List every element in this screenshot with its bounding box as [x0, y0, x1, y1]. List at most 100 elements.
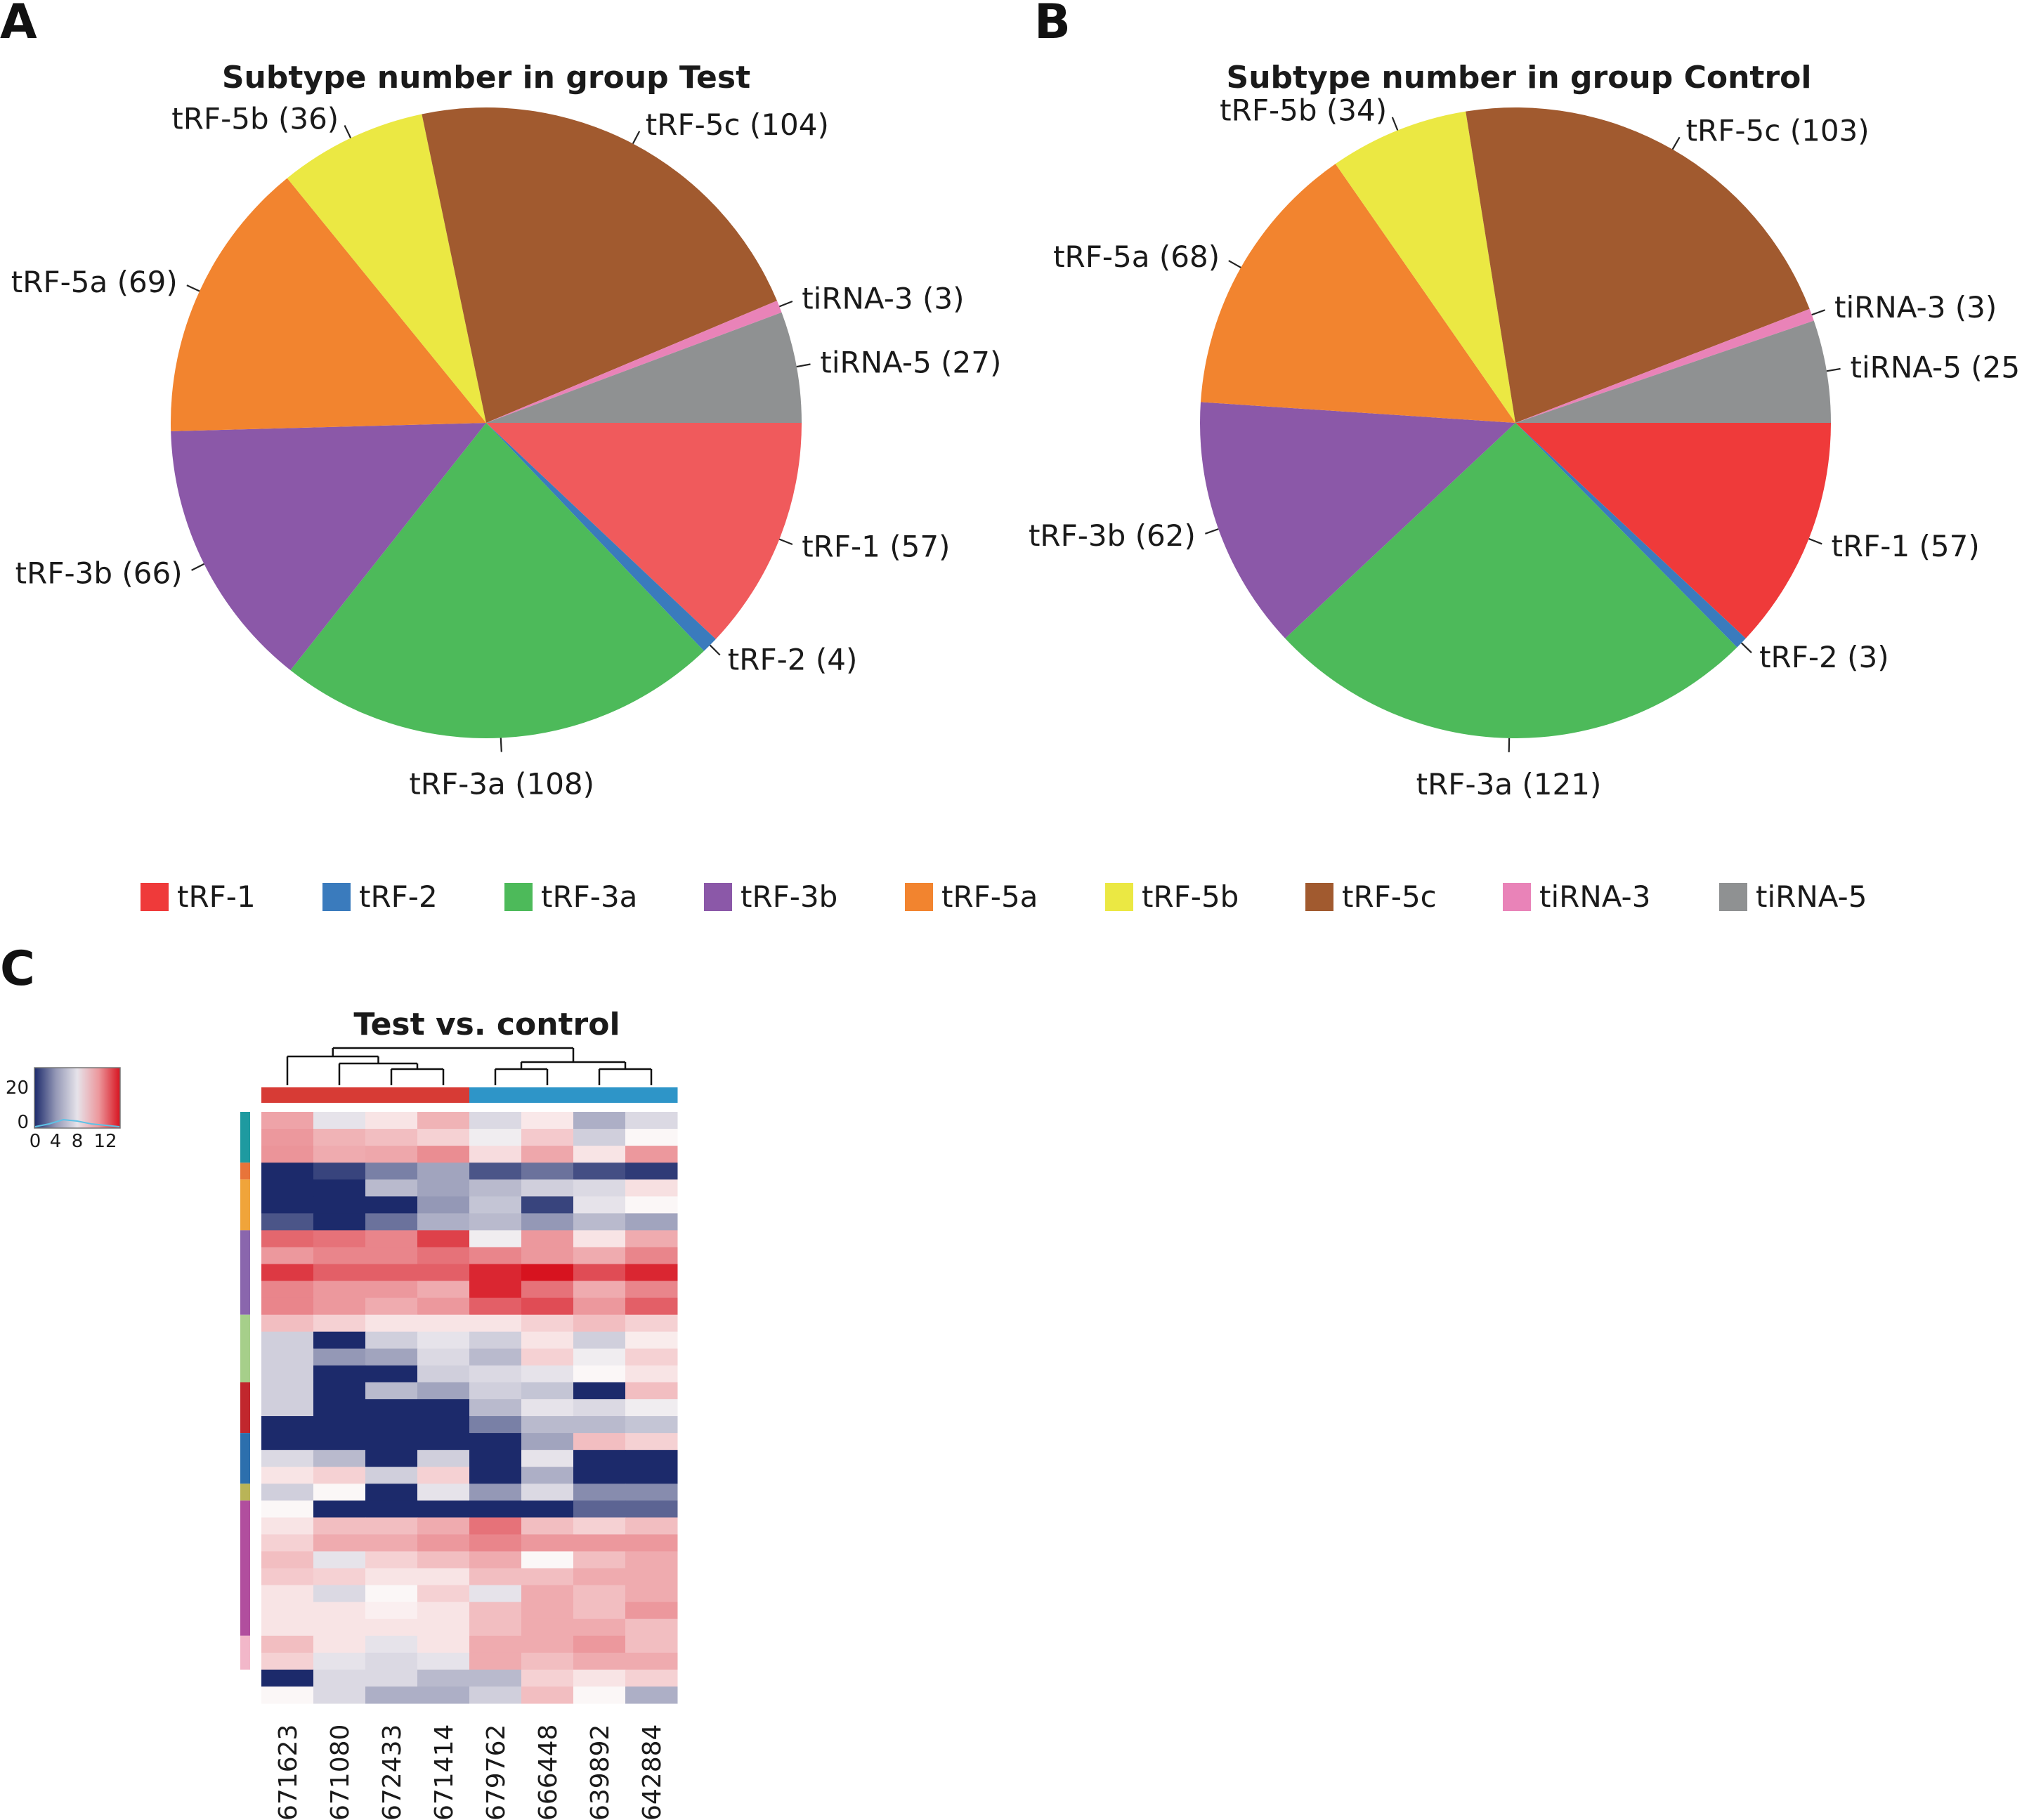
heatmap-cell	[261, 1247, 314, 1265]
heatmap-cell	[313, 1247, 366, 1265]
column-group-cell	[261, 1087, 314, 1103]
legend-label-tirna-5: tiRNA-5	[1756, 879, 1867, 914]
test-label-tirna-5: tiRNA-5 (27)	[820, 346, 1001, 380]
test-slice-trf-3a	[290, 423, 705, 739]
column-group-cell	[469, 1087, 522, 1103]
heatmap-cell	[469, 1669, 522, 1687]
heatmap-cell	[417, 1382, 470, 1400]
heatmap-cell	[313, 1433, 366, 1451]
heatmap-cell	[469, 1450, 522, 1467]
color-key-count-min: 0	[17, 1112, 29, 1133]
heatmap-cell	[521, 1163, 574, 1180]
heatmap-cell	[417, 1365, 470, 1383]
heatmap-cell	[417, 1281, 470, 1299]
color-key-tick: 0	[30, 1131, 41, 1152]
heatmap-cell	[417, 1568, 470, 1586]
heatmap-cell	[313, 1635, 366, 1654]
heatmap-cell	[573, 1686, 626, 1704]
control-label-tirna-5: tiRNA-5 (25)	[1851, 350, 2022, 384]
legend-label-trf-5c: tRF-5c	[1342, 879, 1437, 914]
heatmap-cell	[521, 1416, 574, 1434]
control-slice-trf-3b	[1200, 402, 1515, 639]
heatmap-cell	[261, 1568, 314, 1586]
heatmap-cell	[313, 1213, 366, 1231]
panel-label-a: A	[0, 0, 37, 50]
heatmap-cell	[365, 1230, 418, 1248]
heatmap-cell	[313, 1602, 366, 1620]
control-leader-tirna-3	[1811, 309, 1825, 316]
legend-swatch-trf-1	[141, 883, 169, 911]
heatmap-cell	[521, 1433, 574, 1451]
pie-slices-test: tRF-1 (57) tRF-2 (4) tRF-3a (108) tRF-3b (6…	[11, 102, 1002, 801]
legend-label-trf-3a: tRF-3a	[541, 879, 637, 914]
heatmap-cell	[417, 1179, 470, 1197]
heatmap-cell	[261, 1196, 314, 1214]
heatmap-cell	[625, 1163, 678, 1180]
heatmap-cell	[573, 1382, 626, 1400]
heatmap-cell	[313, 1146, 366, 1163]
heatmap-cell	[521, 1348, 574, 1366]
heatmap-cell	[469, 1129, 522, 1146]
heatmap-cell	[573, 1635, 626, 1654]
control-leader-trf-1	[1808, 537, 1822, 545]
heatmap-cell	[365, 1416, 418, 1434]
heatmap-cell	[469, 1163, 522, 1180]
heatmap-cell	[417, 1433, 470, 1451]
heatmap-cell	[521, 1179, 574, 1197]
heatmap-cell	[313, 1230, 366, 1248]
heatmap-cell	[261, 1281, 314, 1299]
color-key-tick: 8	[72, 1131, 84, 1152]
color-key-gradient	[34, 1067, 121, 1129]
row-group-segment	[240, 1484, 250, 1501]
test-slice-tirna-3	[486, 301, 782, 423]
heatmap-cell	[417, 1297, 470, 1316]
legend-label-trf-3b: tRF-3b	[741, 879, 837, 914]
legend-label-trf-1: tRF-1	[177, 879, 256, 914]
heatmap-cell	[313, 1450, 366, 1467]
heatmap-cell	[469, 1602, 522, 1620]
test-label-trf-5b: tRF-5b (36)	[171, 102, 339, 136]
pie-title-test: Subtype number in group Test	[222, 60, 750, 96]
heatmap-cell	[573, 1281, 626, 1299]
test-label-trf-3a: tRF-3a (108)	[409, 767, 594, 801]
column-group-cell	[313, 1087, 366, 1103]
heatmap-cell	[521, 1129, 574, 1146]
heatmap-cell	[417, 1652, 470, 1670]
legend-swatch-trf-2	[322, 883, 351, 911]
column-labels: 671623 671080 672433 671414 679762 666448 6398…	[274, 1724, 667, 1820]
control-label-trf-5c: tRF-5c (103)	[1686, 114, 1870, 148]
heatmap-cell	[261, 1348, 314, 1366]
heatmap-cell	[365, 1467, 418, 1484]
heatmap-cell	[573, 1112, 626, 1130]
heatmap-cell	[573, 1517, 626, 1535]
heatmap-cell	[365, 1163, 418, 1180]
heatmap-cell	[625, 1146, 678, 1163]
heatmap-cell	[521, 1551, 574, 1569]
row-group-segment	[240, 1163, 250, 1180]
test-slice-trf-2	[486, 423, 716, 651]
heatmap-cell	[261, 1467, 314, 1484]
control-slice-trf-1	[1515, 423, 1831, 639]
control-slice-trf-2	[1515, 423, 1746, 648]
heatmap-cell	[261, 1365, 314, 1383]
test-slice-trf-3b	[171, 423, 486, 671]
heatmap-cell	[261, 1635, 314, 1654]
heatmap-cell	[365, 1500, 418, 1518]
row-group-segment	[240, 1230, 250, 1315]
heatmap-cell	[417, 1467, 470, 1484]
control-leader-trf-5c	[1671, 136, 1681, 150]
heatmap-cell	[573, 1652, 626, 1670]
heatmap-cell	[521, 1230, 574, 1248]
heatmap-cell	[521, 1585, 574, 1603]
heatmap-cell	[573, 1585, 626, 1603]
column-group-cell	[365, 1087, 418, 1103]
heatmap-cell	[521, 1196, 574, 1214]
heatmap-cell	[261, 1652, 314, 1670]
heatmap-cell	[365, 1196, 418, 1214]
heatmap-cell	[417, 1129, 470, 1146]
heatmap-cell	[261, 1163, 314, 1180]
heatmap-cell	[365, 1450, 418, 1467]
heatmap-cell	[625, 1652, 678, 1670]
heatmap-cell	[521, 1602, 574, 1620]
row-group-segment	[240, 1433, 250, 1484]
